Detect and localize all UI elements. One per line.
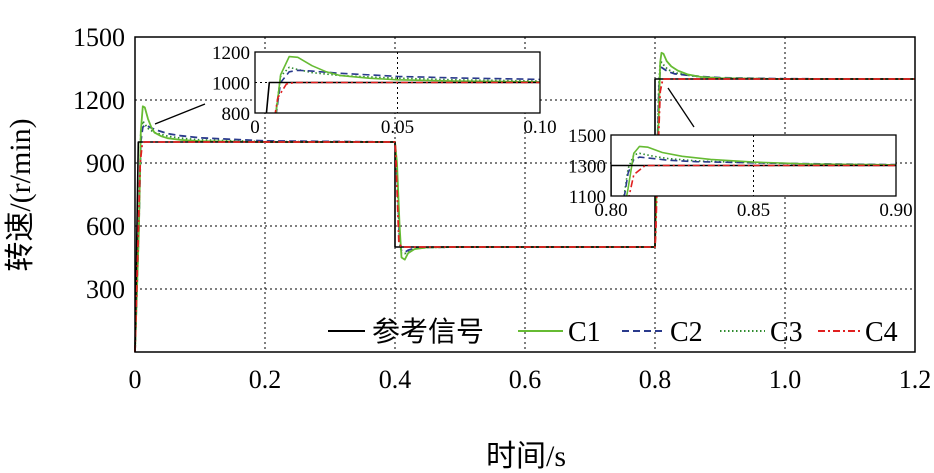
y-axis-title: 转速/(r/min) xyxy=(4,118,37,271)
series-line-ref xyxy=(134,78,915,353)
inset-frame xyxy=(254,51,541,114)
x-tick-label: 1.2 xyxy=(899,365,932,394)
inset-y-tick-label: 1300 xyxy=(568,157,606,178)
x-axis-title: 时间/s xyxy=(486,440,566,473)
plot-frame xyxy=(134,36,916,353)
y-tick-label: 1200 xyxy=(73,86,125,115)
legend-label-C3: C3 xyxy=(770,317,803,348)
inset-startup: 0 0.05 0.10 800 1000 1200 xyxy=(212,43,557,138)
x-tick-label: 1.0 xyxy=(769,365,802,394)
series-line-C1 xyxy=(134,51,915,353)
legend-label-C4: C4 xyxy=(865,317,898,348)
x-tick-label: 0.4 xyxy=(379,365,412,394)
inset-y-tick-label: 1200 xyxy=(212,43,250,64)
legend: 参考信号 C1 C2 C3 C4 xyxy=(328,316,898,348)
inset-x-tick-label: 0.85 xyxy=(737,200,770,221)
inset-y-tick-label: 1100 xyxy=(569,187,606,208)
inset-y-tick-label: 800 xyxy=(222,104,251,125)
legend-label-C1: C1 xyxy=(568,317,601,348)
series-line-C2 xyxy=(623,156,896,196)
series-line-C4 xyxy=(134,78,915,353)
y-tick-label: 600 xyxy=(86,212,125,241)
inset-frame xyxy=(610,134,897,197)
series-line-C1 xyxy=(275,55,540,113)
inset-step-up: 0.80 0.85 0.90 1100 1300 1500 xyxy=(568,126,913,221)
inset-y-tick-label: 1000 xyxy=(212,74,250,95)
y-tick-label: 1500 xyxy=(73,23,125,52)
y-tick-label: 300 xyxy=(86,275,125,304)
main-series xyxy=(134,51,916,353)
legend-label-C2: C2 xyxy=(670,317,703,348)
inset-x-tick-label: 0 xyxy=(250,117,260,138)
series-line-C1 xyxy=(625,145,896,196)
inset-x-tick-label: 0.90 xyxy=(879,200,912,221)
x-tick-label: 0.6 xyxy=(509,365,542,394)
main-ticks: 0 0.2 0.4 0.6 0.8 1.0 1.2 300 600 900 1200 1500 xyxy=(73,23,931,394)
inset-series xyxy=(265,55,540,113)
inset-x-tick-label: 0.05 xyxy=(381,117,414,138)
callout-line-step-up xyxy=(667,87,695,128)
callout-line-startup xyxy=(154,103,206,125)
x-tick-label: 0 xyxy=(129,365,142,394)
inset-series xyxy=(611,145,896,196)
x-tick-label: 0.2 xyxy=(249,365,282,394)
inset-y-tick-label: 1500 xyxy=(568,126,606,147)
x-tick-label: 0.8 xyxy=(639,365,672,394)
legend-label-ref: 参考信号 xyxy=(372,316,484,348)
inset-callouts xyxy=(154,87,695,128)
series-line-C3 xyxy=(134,61,915,353)
y-tick-label: 900 xyxy=(86,149,125,178)
series-line-ref xyxy=(265,81,540,113)
inset-x-tick-label: 0.10 xyxy=(523,117,556,138)
inset-x-tick-label: 0.80 xyxy=(594,200,627,221)
